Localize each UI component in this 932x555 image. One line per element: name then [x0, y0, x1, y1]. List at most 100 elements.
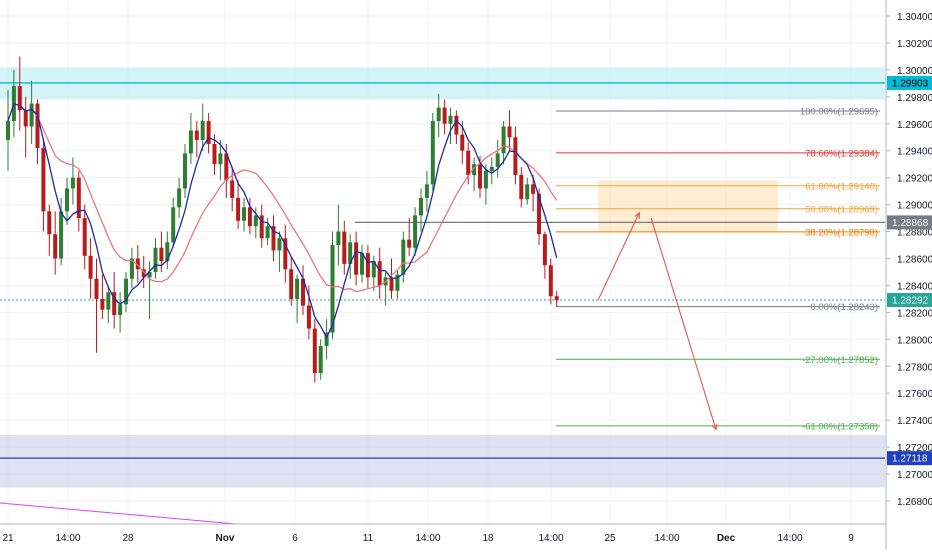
- fib-level-label: 100.00%(1.29695): [800, 106, 878, 117]
- fib-level-label: -61.00%(1.27358): [802, 421, 878, 432]
- candle-body: [501, 126, 506, 154]
- candle-body: [200, 121, 205, 140]
- candle-body: [59, 211, 64, 259]
- time-tick-label: 9: [848, 533, 854, 544]
- candle-body: [407, 239, 412, 248]
- time-tick-label: 18: [482, 533, 494, 544]
- candle-body: [430, 121, 435, 185]
- candle-body: [70, 177, 75, 189]
- candle-body: [17, 86, 22, 111]
- candle-body: [106, 292, 111, 310]
- candle-body: [236, 197, 241, 221]
- candle-body: [419, 197, 423, 216]
- candle-body: [489, 166, 494, 171]
- candle-body: [525, 184, 530, 200]
- candle-body: [41, 148, 46, 212]
- candle-body: [247, 207, 252, 227]
- price-tick-label: 1.27400: [897, 416, 932, 427]
- time-tick-label: 14:00: [538, 533, 563, 544]
- candle-body: [301, 278, 305, 306]
- price-tag: [887, 75, 932, 90]
- fib-level-label: 0.00%(1.28243): [810, 302, 878, 313]
- time-axis[interactable]: 21 14:00 28 Nov 6 11 14:00 18 14:00 25 14:00 Dec 14:…: [0, 523, 886, 544]
- price-tick-label: 1.28800: [897, 228, 932, 239]
- candle-body: [371, 261, 376, 278]
- candle-body: [395, 274, 400, 291]
- time-tick-label: 14:00: [415, 533, 440, 544]
- candle-body: [159, 247, 164, 262]
- price-tick-label: 1.29600: [897, 120, 932, 131]
- fib-retracement-zone: [598, 180, 778, 232]
- time-tick-label: Nov: [216, 533, 235, 544]
- candle-body: [129, 258, 134, 279]
- candle-body: [495, 153, 500, 167]
- candle-body: [377, 261, 382, 286]
- candle-body: [436, 107, 441, 122]
- candle-body: [542, 234, 547, 266]
- candle-body: [507, 126, 512, 138]
- fib-level-label: 50.00%(1.28969): [805, 204, 878, 215]
- candle-body: [519, 174, 524, 200]
- candle-body: [460, 134, 465, 151]
- price-tag-label: 1.29903: [892, 78, 929, 89]
- candle-body: [65, 188, 69, 212]
- price-tag: [887, 451, 932, 466]
- candle-body: [53, 234, 58, 259]
- candle-body: [253, 215, 258, 227]
- fib-level-label: 61.80%(1.29140): [805, 181, 878, 192]
- diagonal-trendline: [0, 502, 237, 525]
- candle-body: [295, 278, 300, 299]
- time-tick-label: 14:00: [777, 533, 802, 544]
- candle-body: [548, 265, 553, 297]
- support-zone: [0, 434, 885, 488]
- candle-body: [318, 346, 323, 374]
- candle-body: [171, 207, 176, 243]
- candle-body: [230, 180, 235, 198]
- price-tick-label: 1.28600: [897, 255, 932, 266]
- candle-body: [289, 269, 294, 299]
- price-tick-label: 1.30200: [897, 39, 932, 50]
- price-tick-label: 1.29200: [897, 174, 932, 185]
- candle-body: [478, 164, 482, 189]
- time-tick-label: 21: [2, 533, 14, 544]
- slow-ma: [7, 102, 558, 293]
- candle-body: [183, 153, 187, 189]
- fib-levels[interactable]: 100.00%(1.29695) 78.60%(1.29384) 61.80%(1.…: [556, 106, 880, 432]
- candle-body: [513, 137, 518, 175]
- candle-body: [265, 226, 270, 239]
- candle-body: [454, 115, 459, 135]
- time-tick-label: 14:00: [55, 533, 80, 544]
- candle-body: [112, 292, 117, 316]
- projection-arrow: [597, 212, 640, 301]
- fib-level-label: 78.60%(1.29384): [805, 148, 878, 159]
- candle-body: [177, 188, 182, 208]
- projection-arrowhead: [711, 423, 718, 431]
- candle-body: [206, 121, 211, 144]
- candle-body: [212, 143, 217, 165]
- projection-arrow: [650, 217, 717, 430]
- price-tick-label: 1.29400: [897, 147, 932, 158]
- candle-body: [413, 215, 418, 248]
- price-tick-label: 1.26800: [897, 497, 932, 508]
- candle-body: [336, 231, 341, 246]
- candle-body: [348, 242, 353, 264]
- time-tick-label: Dec: [717, 533, 736, 544]
- candle-body: [82, 218, 87, 256]
- price-tick-label: 1.28000: [897, 335, 932, 346]
- candle-body: [188, 130, 193, 154]
- candle-body: [165, 242, 170, 262]
- candle-body: [483, 170, 488, 189]
- candle-body: [277, 238, 282, 251]
- projection-arrowhead: [634, 211, 640, 219]
- candle-body: [330, 245, 335, 333]
- time-tick-label: 14:00: [654, 533, 679, 544]
- price-tick-label: 1.28400: [897, 281, 932, 292]
- time-tick-label: 28: [122, 533, 134, 544]
- price-axis[interactable]: 1.30400 1.30200 1.30000 1.29800 1.29600 1.294…: [885, 0, 932, 550]
- price-tag-label: 1.28868: [892, 218, 929, 229]
- fib-level-label: -27.00%(1.27852): [802, 355, 878, 366]
- candle-body: [100, 298, 105, 310]
- price-tag-label: 1.28292: [892, 295, 929, 306]
- price-tick-label: 1.27600: [897, 389, 932, 400]
